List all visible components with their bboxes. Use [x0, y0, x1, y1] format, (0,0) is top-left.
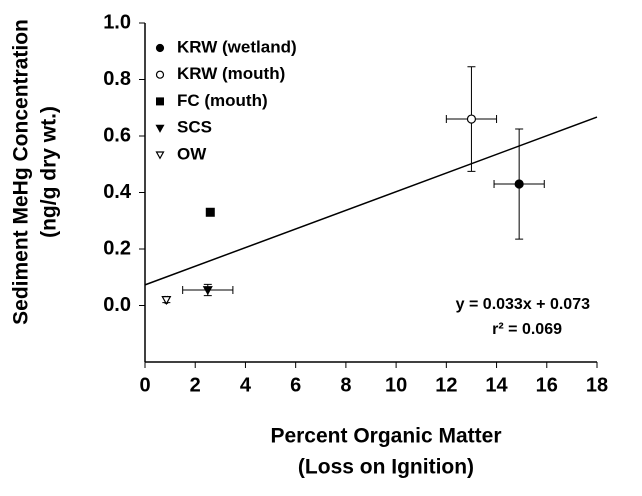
x-tick-label: 0 [139, 374, 150, 396]
x-tick-label: 14 [485, 374, 508, 396]
x-tick-label: 18 [586, 374, 608, 396]
y-tick-label: 0.8 [103, 68, 131, 90]
x-tick-label: 16 [536, 374, 558, 396]
legend-label: KRW (wetland) [177, 37, 297, 56]
point [161, 296, 172, 306]
legend-label: FC (mouth) [177, 91, 268, 110]
x-tick-label: 10 [385, 374, 407, 396]
y-tick-label: 0.0 [103, 294, 131, 316]
point [202, 286, 213, 296]
legend-marker [155, 70, 165, 79]
y-axis-title: Sediment MeHg Concentration [10, 19, 33, 325]
y-tick-label: 0.2 [103, 237, 131, 259]
trendline [144, 116, 598, 286]
point [514, 179, 524, 189]
x-axis-title: (Loss on Ignition) [298, 456, 474, 479]
legend-label: SCS [177, 118, 212, 137]
point [466, 114, 477, 124]
y-axis-title: (ng/g dry wt.) [38, 106, 61, 238]
y-tick-label: 0.6 [103, 124, 131, 146]
legend-label: KRW (mouth) [177, 64, 285, 83]
y-tick-label: 0.4 [103, 181, 132, 203]
legend-label: OW [177, 144, 207, 163]
legend-marker [156, 97, 164, 106]
annotation: r² = 0.069 [492, 321, 562, 338]
legend-marker [155, 124, 165, 133]
x-axis-title: Percent Organic Matter [270, 425, 501, 448]
legend-marker [155, 43, 165, 53]
legend-marker [155, 151, 165, 160]
point [205, 207, 215, 217]
x-tick-label: 2 [190, 374, 201, 396]
y-tick-label: 1.0 [103, 11, 131, 33]
annotation: y = 0.033x + 0.073 [456, 296, 590, 313]
x-tick-label: 6 [290, 374, 301, 396]
x-tick-label: 8 [340, 374, 351, 396]
x-tick-label: 12 [435, 374, 457, 396]
x-tick-label: 4 [240, 374, 252, 396]
